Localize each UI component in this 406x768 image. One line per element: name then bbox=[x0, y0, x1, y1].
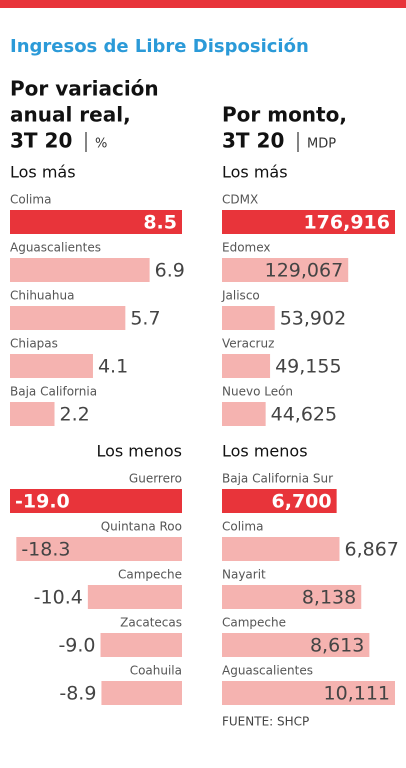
value-label: 5.7 bbox=[130, 308, 160, 330]
category-label: Chihuahua bbox=[10, 289, 74, 303]
category-label: Campeche bbox=[222, 616, 286, 630]
bar bbox=[101, 681, 182, 705]
value-label: -9.0 bbox=[58, 635, 95, 657]
bar bbox=[222, 210, 395, 234]
category-label: Zacatecas bbox=[120, 616, 182, 630]
source: FUENTE: SHCP bbox=[222, 715, 309, 729]
category-label: Aguascalientes bbox=[10, 241, 101, 255]
section-title: Los más bbox=[222, 163, 288, 182]
value-label: 10,111 bbox=[324, 683, 390, 705]
category-label: Campeche bbox=[118, 568, 182, 582]
section-title: Los más bbox=[10, 163, 76, 182]
value-label: 4.1 bbox=[98, 356, 128, 378]
category-label: Colima bbox=[222, 520, 263, 534]
bar bbox=[10, 354, 93, 378]
category-label: Colima bbox=[10, 193, 51, 207]
top-band bbox=[0, 0, 406, 8]
value-label: 6.9 bbox=[155, 260, 185, 282]
bar bbox=[222, 258, 349, 282]
bar bbox=[222, 354, 271, 378]
column-period: 3T 20 bbox=[222, 129, 284, 153]
page-title: Ingresos de Libre Disposición bbox=[10, 36, 309, 57]
bar bbox=[222, 306, 275, 330]
column-period: 3T 20 bbox=[10, 129, 72, 153]
bar bbox=[222, 681, 395, 705]
category-label: CDMX bbox=[222, 193, 258, 207]
value-label: 8.5 bbox=[143, 212, 177, 234]
column-unit: MDP bbox=[307, 137, 336, 152]
category-label: Nuevo León bbox=[222, 385, 293, 399]
value-label: -19.0 bbox=[15, 491, 70, 513]
category-label: Baja California bbox=[10, 385, 97, 399]
value-label: 176,916 bbox=[303, 212, 390, 234]
value-label: 53,902 bbox=[280, 308, 346, 330]
value-label: -10.4 bbox=[34, 587, 83, 609]
value-label: 6,700 bbox=[272, 491, 332, 513]
value-label: -8.9 bbox=[59, 683, 96, 705]
column-heading: Por monto, bbox=[222, 103, 347, 127]
bar bbox=[10, 306, 126, 330]
category-label: Jalisco bbox=[221, 289, 260, 303]
section-title: Los menos bbox=[222, 442, 308, 461]
bar bbox=[222, 585, 362, 609]
bar bbox=[222, 633, 370, 657]
bar bbox=[87, 585, 182, 609]
category-label: Aguascalientes bbox=[222, 664, 313, 678]
category-label: Edomex bbox=[222, 241, 271, 255]
bar bbox=[222, 489, 337, 513]
value-label: 8,613 bbox=[310, 635, 364, 657]
bar bbox=[16, 537, 183, 561]
value-label: 8,138 bbox=[302, 587, 356, 609]
bar bbox=[10, 210, 182, 234]
bar bbox=[10, 402, 55, 426]
category-label: Veracruz bbox=[222, 337, 274, 351]
bar bbox=[100, 633, 182, 657]
category-label: Chiapas bbox=[10, 337, 58, 351]
value-label: 2.2 bbox=[60, 404, 90, 426]
category-label: Nayarit bbox=[222, 568, 266, 582]
value-label: 129,067 bbox=[265, 260, 344, 282]
category-label: Coahuila bbox=[130, 664, 182, 678]
column-unit: % bbox=[95, 137, 107, 152]
bar bbox=[10, 258, 150, 282]
category-label: Quintana Roo bbox=[101, 520, 182, 534]
value-label: 44,625 bbox=[271, 404, 337, 426]
section-title: Los menos bbox=[96, 442, 182, 461]
category-label: Baja California Sur bbox=[222, 472, 333, 486]
category-label: Guerrero bbox=[129, 472, 182, 486]
bar bbox=[222, 402, 266, 426]
value-label: -18.3 bbox=[21, 539, 70, 561]
column-heading: Por variación bbox=[10, 77, 159, 101]
bar bbox=[222, 537, 340, 561]
column-heading: anual real, bbox=[10, 103, 131, 127]
bar bbox=[10, 489, 182, 513]
value-label: 6,867 bbox=[344, 539, 398, 561]
value-label: 49,155 bbox=[275, 356, 341, 378]
